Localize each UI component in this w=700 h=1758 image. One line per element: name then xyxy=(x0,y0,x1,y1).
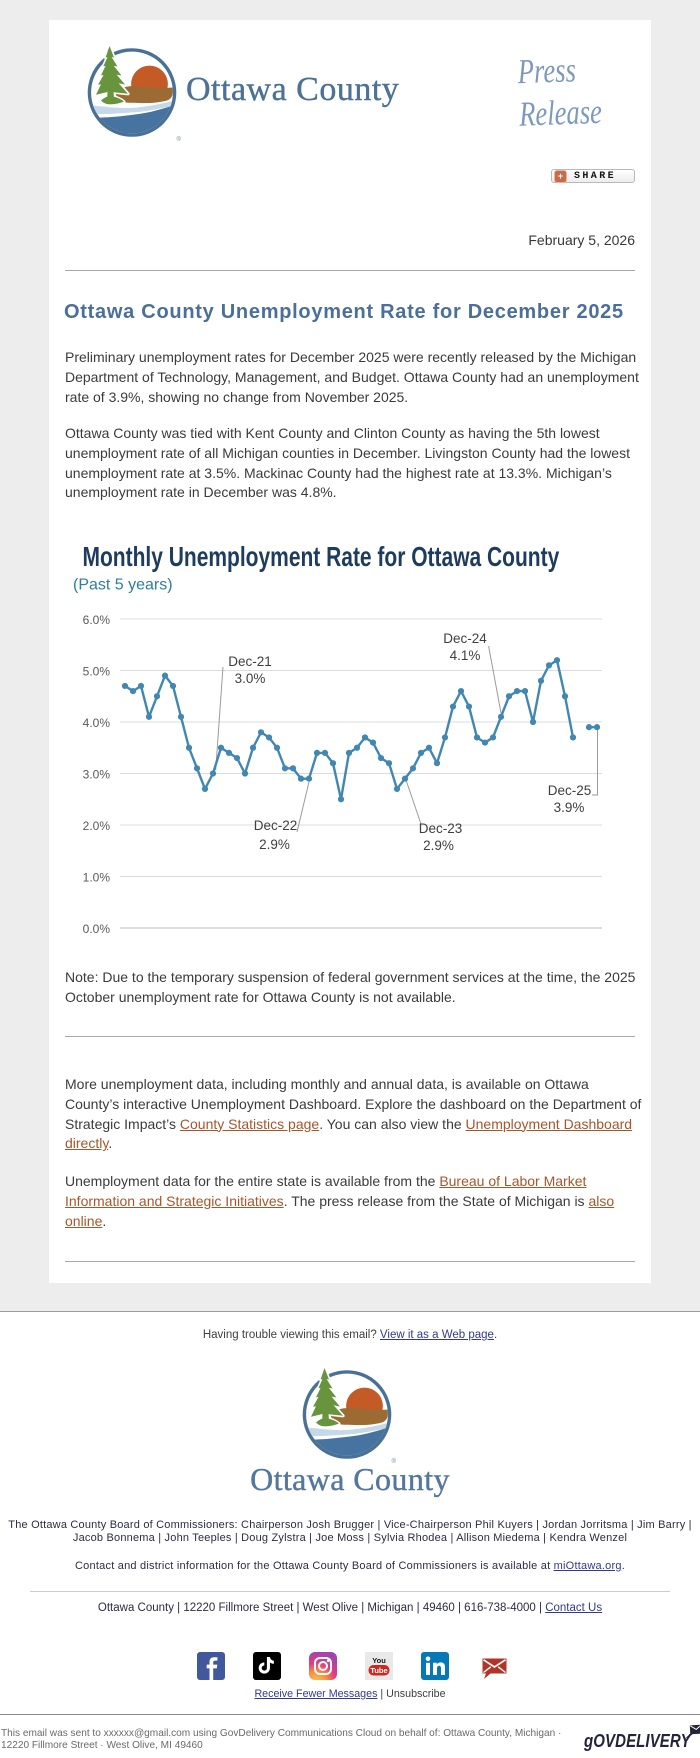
svg-text:(Past 5 years): (Past 5 years) xyxy=(73,577,173,594)
svg-text:0.0%: 0.0% xyxy=(83,922,111,936)
svg-text:2.9%: 2.9% xyxy=(423,838,454,853)
svg-text:1.0%: 1.0% xyxy=(83,871,111,885)
svg-text:Monthly Unemployment Rate for: Monthly Unemployment Rate for Ottawa Cou… xyxy=(83,542,560,573)
svg-text:3.0%: 3.0% xyxy=(235,671,266,686)
svg-text:5.0%: 5.0% xyxy=(83,665,111,679)
svg-text:Dec-24: Dec-24 xyxy=(443,631,487,646)
svg-text:Dec-25: Dec-25 xyxy=(548,783,592,798)
svg-text:Tube: Tube xyxy=(370,1666,387,1675)
svg-text:4.0%: 4.0% xyxy=(83,716,111,730)
svg-text:3.0%: 3.0% xyxy=(83,768,111,782)
svg-text:Dec-22: Dec-22 xyxy=(254,818,298,833)
svg-text:You: You xyxy=(372,1656,386,1665)
svg-text:Dec-21: Dec-21 xyxy=(228,654,272,669)
svg-text:2.0%: 2.0% xyxy=(83,819,111,833)
svg-text:4.1%: 4.1% xyxy=(450,648,481,663)
svg-text:6.0%: 6.0% xyxy=(83,613,111,627)
svg-text:®: ® xyxy=(177,136,182,143)
svg-text:Dec-23: Dec-23 xyxy=(419,821,463,836)
svg-text:3.9%: 3.9% xyxy=(554,800,585,815)
svg-text:2.9%: 2.9% xyxy=(259,837,290,852)
